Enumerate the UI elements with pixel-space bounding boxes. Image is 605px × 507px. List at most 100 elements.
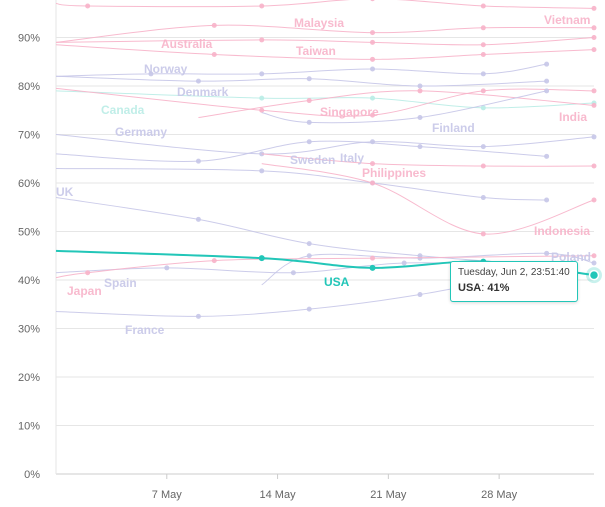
series-line-norway <box>55 63 547 77</box>
data-point-germany <box>480 144 486 150</box>
data-point-italy <box>306 139 312 145</box>
data-point-taiwan <box>480 42 486 48</box>
tooltip-value: 41% <box>487 282 510 294</box>
data-point-finland <box>544 88 550 94</box>
data-point-denmark <box>306 76 312 82</box>
series-label-uk: UK <box>56 185 74 199</box>
y-tick-label: 50% <box>18 227 40 239</box>
tooltip-value-line: USA: 41% <box>458 282 510 294</box>
series-line-canada <box>55 90 595 109</box>
series-line-indonesia <box>261 163 595 235</box>
data-point-norway <box>259 71 265 77</box>
data-point-italy <box>195 158 201 164</box>
series-label-canada: Canada <box>101 103 145 117</box>
data-point-poland <box>591 260 597 266</box>
y-tick-label: 10% <box>18 421 40 433</box>
y-tick-label: 20% <box>18 372 40 384</box>
data-point-spain <box>164 265 170 271</box>
data-point-philippines <box>591 163 597 169</box>
series-line-malaysia <box>55 24 595 43</box>
y-tick-label: 80% <box>18 81 40 93</box>
data-point-malaysia <box>480 25 486 31</box>
data-point-norway <box>370 66 376 72</box>
tooltip-time: Tuesday, Jun 2, 23:51:40 <box>458 267 570 278</box>
grid-lines <box>55 0 594 475</box>
data-point-italy <box>417 144 423 150</box>
x-tick-label: 7 May <box>152 489 182 501</box>
data-point-australia <box>211 51 217 57</box>
series-label-norway: Norway <box>144 62 188 76</box>
data-point-france <box>195 313 201 319</box>
data-point-malaysia <box>591 25 597 31</box>
data-point-singapore <box>259 107 265 113</box>
series-labels: Vietnam Malaysia Australia Taiwan Norway Denm… <box>56 13 591 337</box>
data-point-taiwan <box>370 39 376 45</box>
data-point-canada <box>480 105 486 111</box>
y-tick-label: 0% <box>24 469 40 481</box>
data-point-japan <box>591 253 597 259</box>
data-point-india <box>591 102 597 108</box>
series-line-sweden <box>55 167 547 201</box>
y-tick-label: 40% <box>18 275 40 287</box>
data-point-poland <box>306 253 312 259</box>
series-label-india: India <box>559 110 587 124</box>
data-point-norway <box>148 71 154 77</box>
series-label-usa: USA <box>324 275 350 289</box>
data-point-poland <box>544 250 550 256</box>
data-point-sweden <box>259 168 265 174</box>
data-point-indonesia <box>370 180 376 186</box>
data-point-australia <box>370 56 376 62</box>
data-point-uk <box>306 241 312 247</box>
data-point-vietnam <box>370 0 375 2</box>
series-label-malaysia: Malaysia <box>294 16 344 30</box>
data-point-germany <box>591 134 597 140</box>
series-label-philippines: Philippines <box>362 166 426 180</box>
data-point-usa <box>258 255 265 262</box>
data-point-canada <box>259 95 265 101</box>
data-point-sweden <box>480 195 486 201</box>
data-point-denmark <box>195 78 201 84</box>
series-label-singapore: Singapore <box>320 105 379 119</box>
data-point-vietnam <box>85 3 91 9</box>
data-point-singapore <box>591 88 597 94</box>
data-point-taiwan <box>259 37 265 43</box>
data-point-australia <box>480 51 486 57</box>
data-point-norway <box>480 71 486 77</box>
series-label-italy: Italy <box>340 151 364 165</box>
series-label-japan: Japan <box>67 284 102 298</box>
data-point-vietnam <box>480 3 486 9</box>
data-point-indonesia <box>480 231 486 237</box>
series-label-finland: Finland <box>432 121 475 135</box>
data-point-denmark <box>417 83 423 89</box>
series-label-france: France <box>125 323 165 337</box>
series-layer <box>55 0 597 319</box>
data-point-canada <box>370 95 376 101</box>
data-point-denmark <box>544 78 550 84</box>
series-label-poland: Poland <box>551 250 591 264</box>
data-point-uk <box>195 216 201 222</box>
data-point-norway <box>544 61 550 67</box>
x-tick-label: 14 May <box>260 489 297 501</box>
data-point-taiwan <box>591 35 597 40</box>
series-line-denmark <box>55 75 547 87</box>
series-label-vietnam: Vietnam <box>544 13 590 27</box>
series-line-australia <box>55 44 595 60</box>
data-point-malaysia <box>211 22 217 28</box>
data-point-vietnam <box>259 3 265 9</box>
tooltip-series: USA <box>458 282 482 294</box>
data-point-poland <box>417 255 423 261</box>
series-label-taiwan: Taiwan <box>296 44 336 58</box>
data-point-sweden <box>544 197 550 203</box>
y-tick-label: 30% <box>18 324 40 336</box>
data-point-malaysia <box>370 30 376 36</box>
data-point-italy <box>544 153 550 159</box>
series-line-singapore <box>55 87 595 117</box>
data-point-vietnam <box>591 5 597 11</box>
series-line-philippines <box>261 153 595 167</box>
series-line-india <box>198 90 595 119</box>
tooltip: Tuesday, Jun 2, 23:51:40 USA: 41% <box>450 261 578 302</box>
hover-point-usa[interactable] <box>588 269 600 281</box>
data-point-japan <box>370 255 376 261</box>
series-label-australia: Australia <box>161 37 213 51</box>
